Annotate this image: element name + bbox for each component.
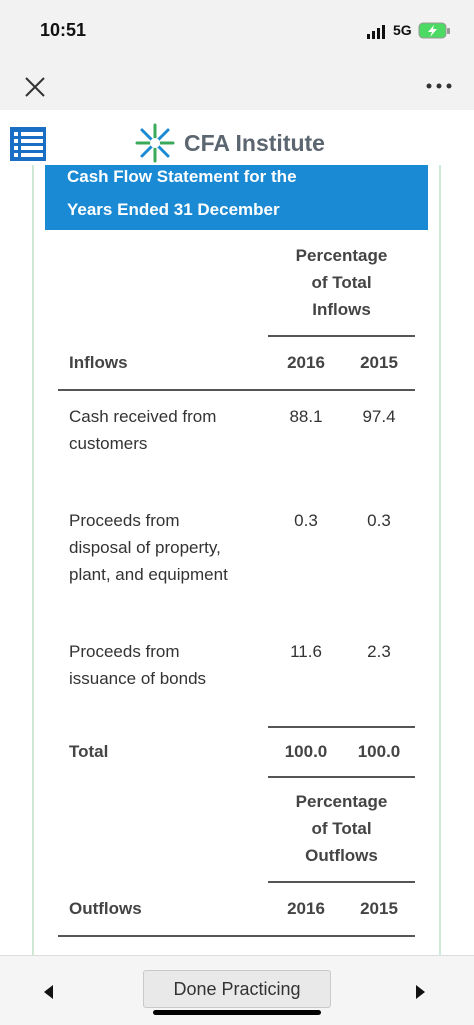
- year-header: 2015: [360, 899, 398, 918]
- frame-border: [439, 165, 441, 955]
- total-label: Total: [69, 742, 109, 761]
- row-value: 70.7: [349, 949, 409, 955]
- rule: [268, 881, 415, 883]
- rule: [268, 776, 415, 778]
- next-button[interactable]: [416, 985, 426, 999]
- rule: [58, 389, 415, 391]
- banner-line: Years Ended 31 December: [67, 200, 280, 219]
- group-header: of Total: [311, 819, 372, 838]
- total-value: 100.0: [357, 742, 401, 761]
- brand-name: CFA Institute: [184, 130, 325, 156]
- rule: [268, 335, 415, 337]
- battery-icon: [418, 22, 450, 39]
- row-value: 0.3: [294, 511, 318, 530]
- year-header: 2015: [360, 353, 398, 372]
- total-value: 100.0: [284, 742, 328, 761]
- section-label: Outflows: [69, 899, 142, 918]
- prev-button[interactable]: [44, 985, 54, 999]
- app-header: [0, 110, 474, 170]
- row-label: Proceeds from: [69, 511, 180, 530]
- row-value: 97.4: [362, 407, 396, 426]
- more-button[interactable]: [426, 83, 452, 89]
- menu-button[interactable]: [10, 127, 46, 161]
- clock: 10:51: [40, 20, 87, 40]
- row-value: 11.6: [290, 642, 322, 661]
- group-header: Outflows: [305, 846, 378, 865]
- row-value: 71.0: [276, 949, 336, 955]
- statement-content: Cash Flow Statement for the Years Ended …: [0, 165, 474, 955]
- network-label: 5G: [393, 22, 412, 38]
- year-header: 2016: [287, 899, 325, 918]
- signal-icon: [367, 25, 385, 39]
- section-label: Inflows: [69, 353, 128, 372]
- banner: Cash Flow Statement for the Years Ended …: [45, 165, 428, 230]
- group-header: Percentage: [295, 792, 388, 811]
- brand-logo: [135, 123, 175, 163]
- row-label: disposal of property,: [69, 538, 221, 557]
- row-label: plant, and equipment: [69, 565, 228, 584]
- group-header: Inflows: [312, 300, 371, 319]
- row-label: issuance of bonds: [69, 669, 207, 688]
- row-label: Cash paid to: [69, 949, 164, 955]
- frame-border: [32, 165, 34, 955]
- rule: [58, 935, 415, 937]
- row-label: customers: [69, 434, 148, 453]
- row-value: 2.3: [367, 642, 391, 661]
- group-header: of Total: [311, 273, 372, 292]
- row-label: Proceeds from: [69, 642, 180, 661]
- group-header: Percentage: [295, 246, 388, 265]
- rule: [268, 726, 415, 728]
- year-header: 2016: [287, 353, 325, 372]
- close-button[interactable]: [24, 76, 46, 98]
- home-indicator: [153, 1010, 321, 1015]
- row-value: 88.1: [289, 407, 323, 426]
- done-button[interactable]: Done Practicing: [143, 970, 331, 1008]
- banner-line: Cash Flow Statement for the: [67, 167, 297, 186]
- row-label: Cash received from: [69, 407, 217, 426]
- row-value: 0.3: [367, 511, 391, 530]
- status-bar: 10:51 5G: [0, 0, 474, 110]
